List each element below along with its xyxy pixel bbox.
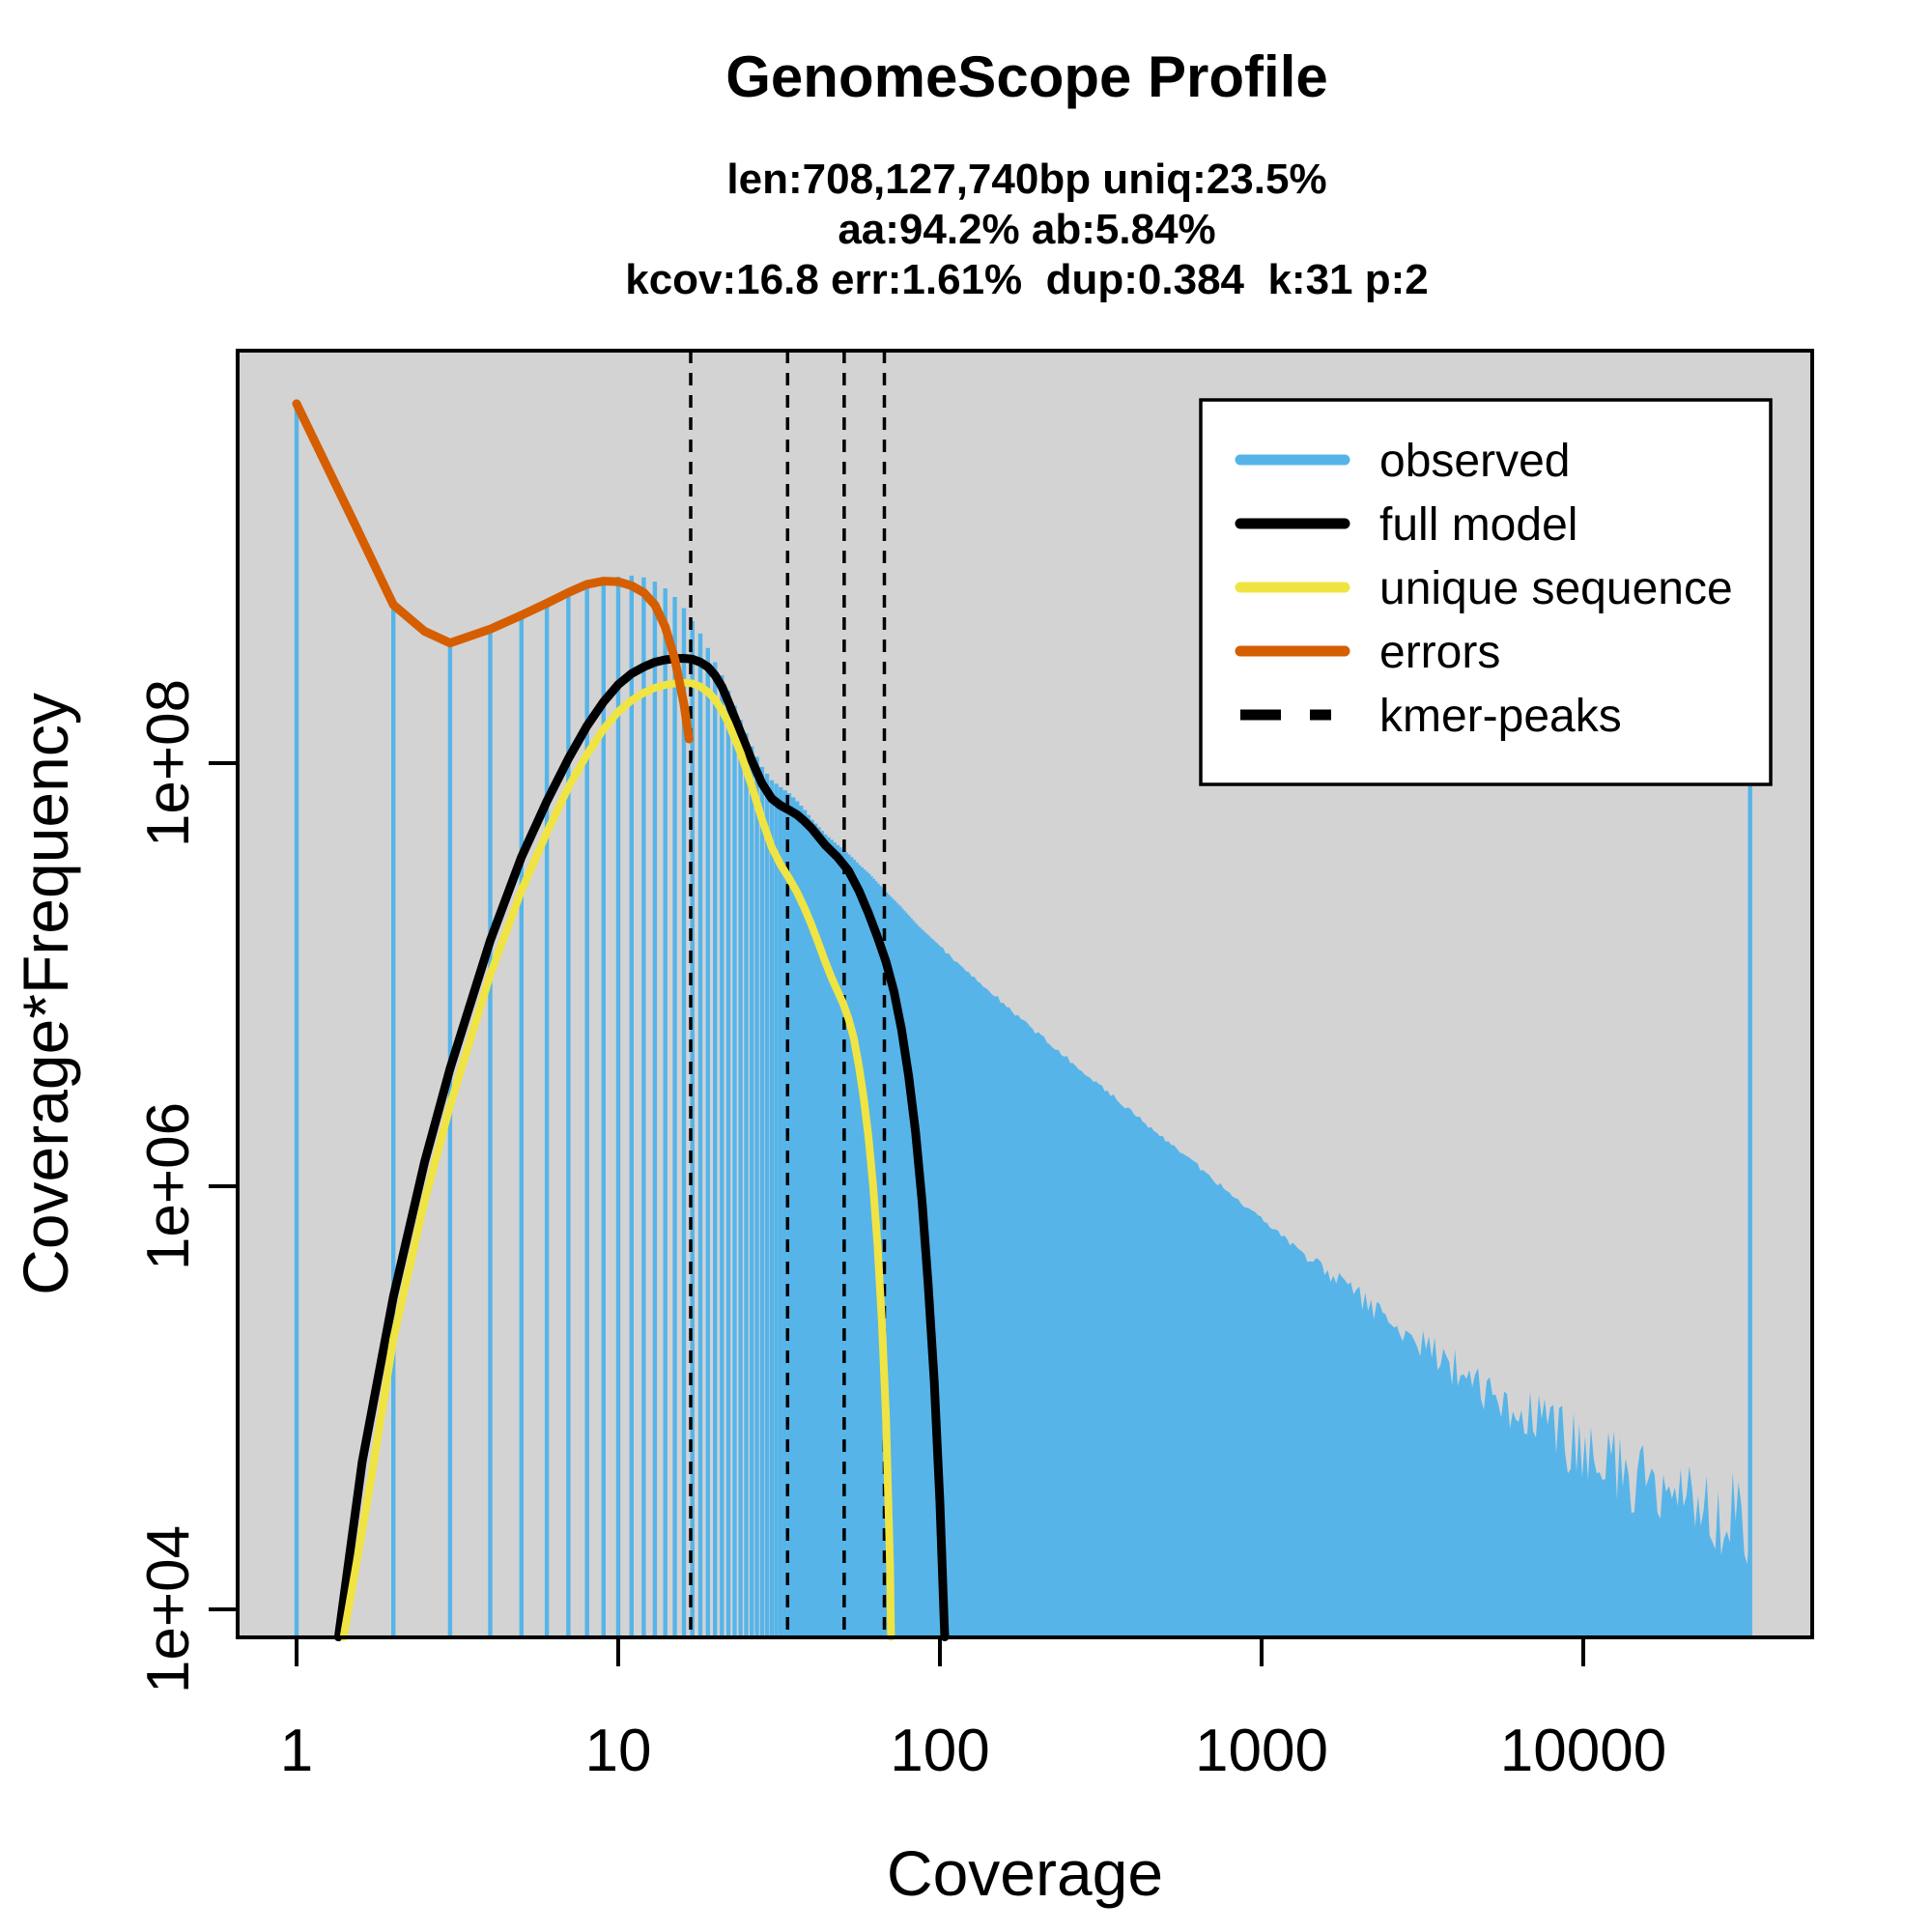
observed-bar xyxy=(782,790,787,1637)
observed-bar xyxy=(786,793,792,1637)
observed-bar xyxy=(566,592,571,1637)
x-tick-label-10: 10 xyxy=(585,1718,652,1784)
observed-bar xyxy=(641,577,646,1638)
legend-label-unique-sequence: unique sequence xyxy=(1379,563,1733,614)
observed-bar xyxy=(629,575,634,1637)
observed-bar xyxy=(851,860,857,1637)
observed-bar xyxy=(584,583,589,1637)
observed-tail-area xyxy=(940,947,1750,1637)
observed-bar xyxy=(835,844,840,1637)
legend-label-full-model: full model xyxy=(1379,499,1577,551)
legend-label-kmer-peaks: kmer-peaks xyxy=(1379,691,1622,742)
observed-bar xyxy=(819,831,825,1637)
observed-bar xyxy=(791,797,796,1637)
observed-bar xyxy=(810,819,814,1637)
x-tick-label-10000: 10000 xyxy=(1500,1718,1666,1784)
observed-bar xyxy=(764,773,770,1637)
observed-bar xyxy=(806,814,810,1637)
subtitle-line-3: kcov:16.8 err:1.61% dup:0.384 k:31 p:2 xyxy=(625,256,1429,303)
observed-bar xyxy=(759,766,765,1637)
observed-bar xyxy=(732,705,737,1637)
observed-bar xyxy=(391,605,396,1637)
observed-bar xyxy=(846,854,851,1637)
observed-bar xyxy=(802,810,808,1637)
subtitle-line-2: aa:94.2% ab:5.84% xyxy=(838,206,1215,253)
observed-bar xyxy=(672,597,677,1637)
observed-bar xyxy=(816,827,821,1637)
observed-bar xyxy=(754,756,759,1637)
legend: observed full model unique sequence erro… xyxy=(1199,398,1773,786)
errors-curve xyxy=(292,399,694,744)
unique-sequence-curve xyxy=(339,678,895,1641)
observed-bar xyxy=(799,806,804,1637)
observed-bar xyxy=(663,588,668,1637)
observed-bar xyxy=(854,862,859,1637)
observed-bar xyxy=(601,579,606,1637)
plot-border xyxy=(236,349,1814,1639)
observed-bar xyxy=(697,633,703,1637)
observed-bar xyxy=(744,733,749,1637)
legend-label-errors: errors xyxy=(1379,627,1500,678)
observed-bar xyxy=(725,691,731,1637)
subtitle-line-1: len:708,127,740bp uniq:23.5% xyxy=(726,156,1326,203)
observed-bar xyxy=(826,837,831,1637)
y-tick-label-1e04: 1e+04 xyxy=(135,1525,202,1693)
observed-bar xyxy=(829,839,834,1637)
observed-bar xyxy=(720,675,724,1637)
x-tick-label-1: 1 xyxy=(280,1718,313,1784)
y-axis-label: Coverage*Frequency xyxy=(10,693,81,1295)
observed-bar xyxy=(779,786,783,1637)
chart-title: GenomeScope Profile xyxy=(725,44,1328,109)
observed-bar xyxy=(774,783,779,1637)
full-model-curve xyxy=(333,654,950,1642)
observed-bar xyxy=(652,582,658,1638)
observed-bar xyxy=(823,834,828,1637)
y-tick-label-1e06: 1e+06 xyxy=(135,1102,202,1270)
observed-bar xyxy=(713,662,718,1637)
observed-bar xyxy=(795,801,800,1637)
observed-bar xyxy=(868,876,873,1637)
observed-bar xyxy=(447,642,453,1637)
legend-label-observed: observed xyxy=(1379,436,1570,487)
observed-bar xyxy=(681,608,687,1637)
observed-bar xyxy=(832,842,837,1637)
observed-bar xyxy=(488,629,493,1637)
observed-bar xyxy=(866,873,871,1637)
observed-bar xyxy=(812,823,818,1637)
observed-bar xyxy=(705,647,710,1637)
observed-bar xyxy=(750,746,754,1637)
y-tick-label-1e08: 1e+08 xyxy=(135,679,202,847)
observed-bar xyxy=(615,577,621,1637)
observed-bar xyxy=(870,878,876,1637)
observed-bar xyxy=(294,403,299,1637)
x-tick-label-1000: 1000 xyxy=(1195,1718,1328,1784)
x-tick-label-100: 100 xyxy=(890,1718,989,1784)
observed-max-coverage-spike xyxy=(1747,763,1752,1637)
observed-bar xyxy=(859,867,864,1637)
observed-bar xyxy=(544,603,550,1637)
observed-bar xyxy=(849,857,854,1637)
observed-bar xyxy=(856,865,862,1637)
x-axis-label: Coverage xyxy=(887,1837,1163,1909)
observed-bar xyxy=(738,720,743,1637)
observed-bar xyxy=(838,847,842,1637)
observed-bar xyxy=(862,869,867,1637)
observed-bar xyxy=(864,871,868,1637)
observed-bar xyxy=(519,614,524,1637)
observed-bar xyxy=(769,780,775,1637)
